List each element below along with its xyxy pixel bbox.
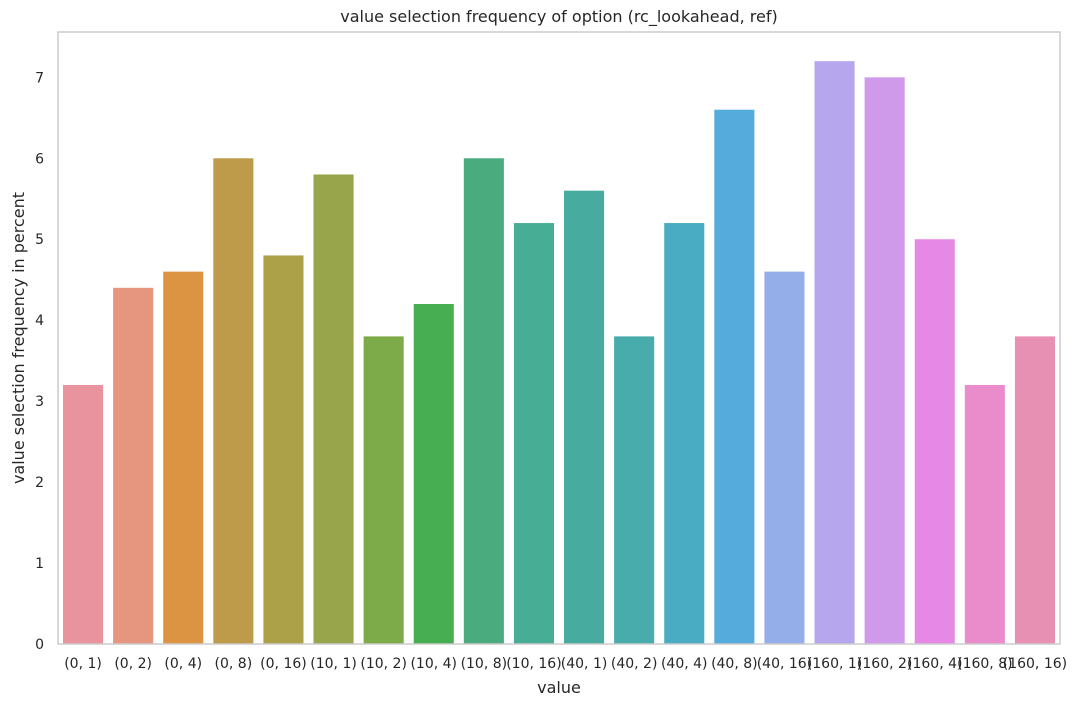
bars — [63, 61, 1055, 645]
x-tick-label: (40, 2) — [611, 656, 658, 672]
x-tick-label: (0, 4) — [164, 656, 202, 672]
plot-frame — [57, 31, 1061, 645]
y-tick-label: 3 — [35, 394, 44, 410]
y-tick-label: 1 — [35, 556, 44, 572]
x-tick-label: (0, 1) — [64, 656, 102, 672]
y-tick-label: 6 — [35, 151, 44, 167]
x-tick-labels: (0, 1) (0, 2) (0, 4) (0, 8) (0, 16) (10, 1) (1… — [64, 656, 1067, 672]
x-tick-label: (0, 16) — [260, 656, 307, 672]
x-tick-label: (10, 4) — [410, 656, 457, 672]
bar-17 — [914, 239, 955, 645]
y-tick-label: 5 — [35, 232, 44, 248]
y-tick-label: 7 — [35, 70, 44, 86]
bar-14 — [764, 271, 805, 644]
y-tick-label: 0 — [35, 637, 44, 653]
y-tick-label: 4 — [35, 313, 44, 329]
x-tick-label: (160, 4) — [907, 656, 962, 672]
bar-2 — [163, 271, 204, 644]
bar-5 — [313, 174, 354, 645]
x-tick-label: (10, 2) — [360, 656, 407, 672]
bar-8 — [463, 158, 504, 645]
x-tick-label: (40, 1) — [561, 656, 608, 672]
x-tick-label: (0, 2) — [114, 656, 152, 672]
x-tick-label: (160, 8) — [957, 656, 1012, 672]
bar-11 — [614, 336, 655, 644]
bar-6 — [363, 336, 404, 644]
x-tick-label: (10, 8) — [461, 656, 508, 672]
x-tick-label: (160, 16) — [1003, 656, 1067, 672]
bar-3 — [213, 158, 254, 645]
bar-7 — [413, 304, 454, 644]
bar-16 — [864, 77, 905, 644]
x-tick-label: (40, 8) — [711, 656, 758, 672]
x-axis-label: value — [537, 678, 581, 697]
bar-4 — [263, 255, 304, 644]
y-axis-label: value selection frequency in percent — [9, 192, 28, 484]
y-tick-label: 2 — [35, 475, 44, 491]
bar-0 — [63, 384, 104, 644]
chart-title: value selection frequency of option (rc_… — [340, 7, 777, 27]
bar-19 — [1014, 336, 1055, 644]
x-tick-label: (0, 8) — [215, 656, 253, 672]
bar-10 — [564, 190, 605, 645]
x-tick-label: (10, 1) — [310, 656, 357, 672]
bar-18 — [964, 384, 1005, 644]
bar-13 — [714, 109, 755, 644]
bar-12 — [664, 223, 705, 645]
x-tick-label: (10, 16) — [506, 656, 561, 672]
bar-9 — [513, 223, 554, 645]
bar-1 — [113, 287, 154, 644]
x-tick-label: (40, 16) — [757, 656, 812, 672]
y-tick-labels: 0 1 2 3 4 5 6 7 — [35, 70, 44, 653]
x-tick-label: (160, 1) — [807, 656, 862, 672]
x-tick-label: (40, 4) — [661, 656, 708, 672]
x-tick-label: (160, 2) — [857, 656, 912, 672]
bar-15 — [814, 61, 855, 644]
